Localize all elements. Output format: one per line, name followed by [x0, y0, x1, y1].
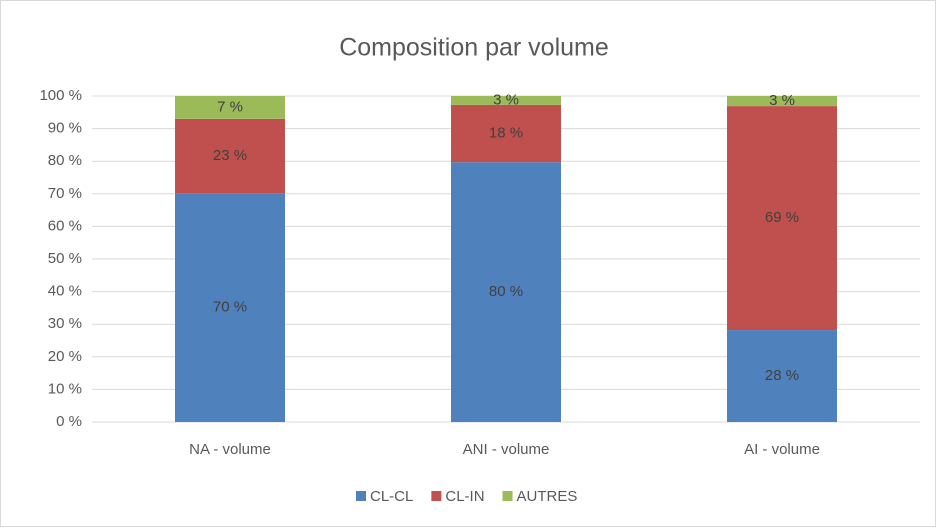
data-label: 3 %: [769, 92, 795, 109]
x-tick-label: ANI - volume: [463, 441, 550, 458]
legend-swatch: [356, 491, 366, 501]
data-label: 70 %: [213, 299, 247, 316]
data-label: 69 %: [765, 209, 799, 226]
bar-segment: [727, 96, 837, 107]
bar-segment: [451, 104, 561, 163]
legend-label: CL-CL: [370, 488, 413, 505]
bar-segment: [175, 193, 285, 422]
x-tick-label: NA - volume: [189, 441, 271, 458]
legend-label: AUTRES: [517, 488, 578, 505]
data-label: 7 %: [217, 98, 243, 115]
y-tick-label: 10 %: [48, 380, 82, 397]
data-label: 28 %: [765, 367, 799, 384]
x-tick-label: AI - volume: [744, 441, 820, 458]
legend-swatch: [502, 491, 513, 501]
legend-label: CL-IN: [445, 488, 484, 505]
y-tick-label: 70 %: [48, 185, 82, 202]
y-tick-label: 80 %: [48, 152, 82, 169]
data-label: 80 %: [489, 283, 523, 300]
y-tick-label: 30 %: [48, 315, 82, 332]
y-tick-label: 100 %: [39, 87, 82, 104]
bar-segment: [451, 96, 561, 105]
data-label: 3 %: [493, 91, 519, 108]
data-label: 23 %: [213, 147, 247, 164]
bar-segment: [727, 330, 837, 422]
y-tick-label: 60 %: [48, 217, 82, 234]
y-tick-label: 90 %: [48, 120, 82, 137]
data-label: 18 %: [489, 124, 523, 141]
legend-swatch: [431, 491, 442, 501]
bar-segment: [175, 118, 285, 194]
bar-segment: [727, 106, 837, 331]
y-tick-label: 20 %: [48, 348, 82, 365]
y-tick-label: 0 %: [56, 413, 82, 430]
y-tick-label: 50 %: [48, 250, 82, 267]
bar-segment: [451, 162, 561, 423]
bar-segment: [175, 96, 285, 119]
chart-title: Composition par volume: [339, 34, 609, 62]
y-tick-label: 40 %: [48, 283, 82, 300]
